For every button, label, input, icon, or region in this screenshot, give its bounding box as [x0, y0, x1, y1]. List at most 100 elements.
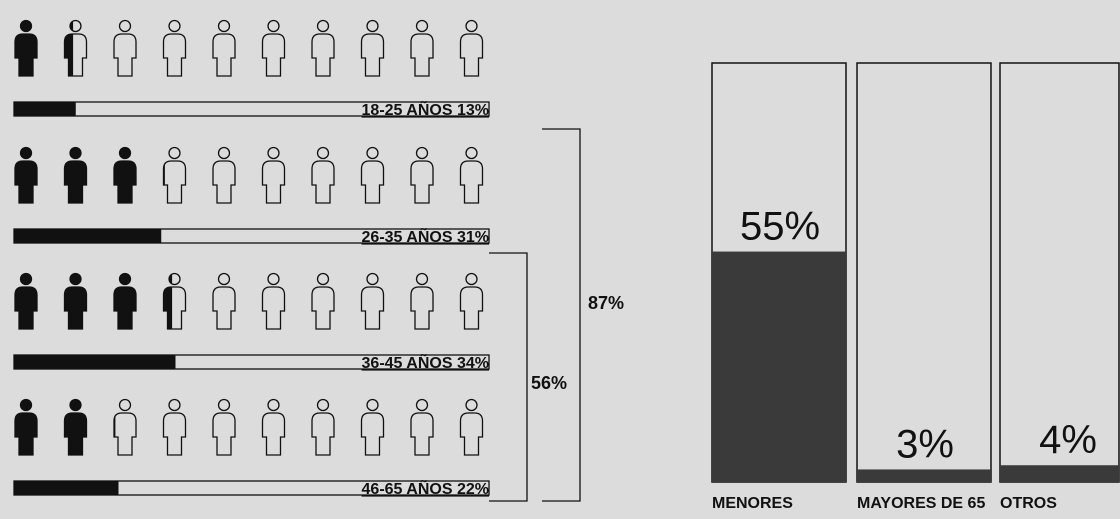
age-value-label: 13%	[457, 102, 489, 119]
person-icon-outline	[162, 19, 187, 77]
bar-fill	[712, 251, 846, 482]
person-icon	[261, 146, 286, 204]
person-icon-outline	[410, 272, 434, 330]
person-icon	[261, 272, 286, 330]
person-icon-outline	[459, 398, 484, 456]
person-icon	[459, 272, 484, 330]
person-icon-filled	[63, 398, 88, 456]
age-bar-fill	[14, 481, 119, 495]
person-icon-outline	[410, 398, 434, 456]
person-icon	[410, 146, 434, 204]
person-icon	[410, 272, 434, 330]
bar-fill	[857, 469, 991, 482]
person-icon-outline	[261, 272, 286, 330]
person-icon	[63, 19, 88, 77]
age-bar-fill	[14, 229, 162, 243]
bracket-label: 87%	[588, 293, 624, 313]
age-group-row: 26-35 AÑOS 31%	[13, 146, 490, 246]
person-icon-filled	[14, 398, 38, 456]
person-icon	[14, 272, 38, 330]
bar-fill	[1000, 465, 1119, 482]
age-category-label: 46-65 AÑOS	[362, 478, 457, 498]
age-bar-fill	[14, 355, 176, 369]
person-icon-outline	[360, 272, 385, 330]
category-bar: 3% MAYORES DE 65	[856, 62, 992, 512]
person-icon-filled	[63, 272, 88, 330]
person-icon	[212, 146, 236, 204]
bracket-line	[489, 252, 528, 502]
person-icon-outline	[311, 272, 335, 330]
person-icon-outline	[212, 146, 236, 204]
person-icon-outline	[360, 146, 385, 204]
person-icon	[162, 19, 187, 77]
person-icon	[360, 146, 385, 204]
person-icon	[261, 19, 286, 77]
person-icon	[311, 146, 335, 204]
person-icon-outline	[261, 398, 286, 456]
bar-category-label: OTROS	[1000, 495, 1057, 512]
person-icon	[212, 19, 236, 77]
person-icon-outline	[410, 19, 434, 77]
age-label: 26-35 AÑOS 31%	[362, 226, 489, 246]
person-icon-partial	[114, 399, 116, 455]
person-icon	[113, 272, 137, 330]
bracket-56: 56%	[489, 252, 567, 502]
age-label: 18-25 AÑOS 13%	[362, 99, 489, 119]
person-icon	[63, 146, 88, 204]
person-icon-filled	[113, 146, 137, 204]
person-icon-outline	[113, 19, 137, 77]
age-bar-fill	[14, 102, 76, 116]
age-value-label: 34%	[457, 355, 489, 372]
category-bar: 4% OTROS	[999, 62, 1120, 512]
person-icon	[162, 398, 187, 456]
person-icon-outline	[311, 398, 335, 456]
age-label: 36-45 AÑOS 34%	[362, 352, 489, 372]
person-icon	[14, 398, 38, 456]
person-icon	[459, 146, 484, 204]
person-icon-outline	[459, 272, 484, 330]
person-icon	[63, 398, 88, 456]
bar-value-label: 55%	[740, 205, 820, 249]
person-icon	[410, 398, 434, 456]
bracket-line	[542, 128, 581, 502]
age-group-row: 46-65 AÑOS 22%	[13, 398, 490, 498]
person-icon-outline	[162, 398, 187, 456]
age-value-label: 31%	[457, 229, 489, 246]
person-icon-filled	[14, 146, 38, 204]
person-icon-outline	[360, 19, 385, 77]
person-icon	[360, 398, 385, 456]
age-category-label: 26-35 AÑOS	[362, 226, 457, 246]
person-icon	[63, 272, 88, 330]
person-icon-filled	[14, 19, 38, 77]
age-category-label: 18-25 AÑOS	[362, 99, 457, 119]
age-group-row: 18-25 AÑOS 13%	[13, 19, 490, 119]
bar-frame	[856, 62, 992, 483]
person-icon	[162, 146, 187, 204]
bar-category-label: MAYORES DE 65	[857, 495, 985, 512]
person-icon-outline	[212, 398, 236, 456]
person-icon	[311, 19, 335, 77]
person-icon-outline	[113, 398, 137, 456]
person-icon-outline	[162, 146, 187, 204]
person-icon-outline	[261, 19, 286, 77]
bracket-87: 87%	[542, 128, 624, 502]
person-icon-partial	[163, 273, 173, 329]
person-icon	[410, 19, 434, 77]
person-icon-outline	[410, 146, 434, 204]
person-icon-outline	[261, 146, 286, 204]
person-icon-outline	[360, 398, 385, 456]
person-icon	[212, 272, 236, 330]
person-icon-outline	[459, 19, 484, 77]
person-icon	[459, 398, 484, 456]
person-icon-outline	[212, 272, 236, 330]
person-icon	[261, 398, 286, 456]
age-label: 46-65 AÑOS 22%	[362, 478, 489, 498]
person-icon	[212, 398, 236, 456]
person-icon	[113, 146, 137, 204]
age-value-label: 22%	[457, 481, 489, 498]
person-icon	[311, 398, 335, 456]
person-icon	[360, 19, 385, 77]
person-icon-filled	[14, 272, 38, 330]
person-icon-partial	[163, 147, 165, 203]
